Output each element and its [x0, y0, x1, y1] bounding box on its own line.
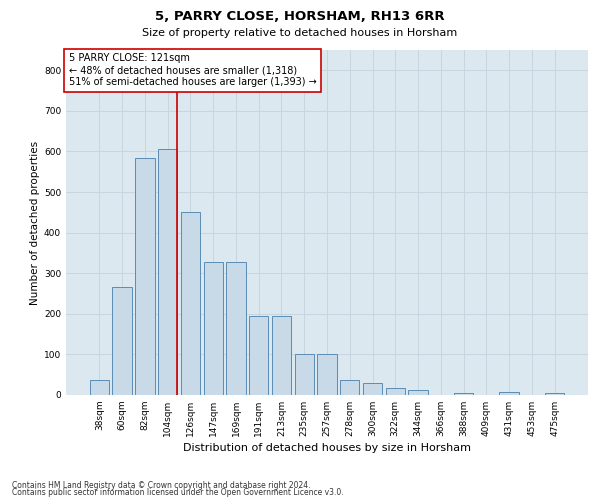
Bar	[545, 393, 564, 395]
Bar	[203, 262, 223, 395]
Bar	[409, 390, 428, 395]
Text: Size of property relative to detached houses in Horsham: Size of property relative to detached ho…	[142, 28, 458, 38]
Text: 5, PARRY CLOSE, HORSHAM, RH13 6RR: 5, PARRY CLOSE, HORSHAM, RH13 6RR	[155, 10, 445, 23]
Bar	[295, 354, 314, 395]
Bar	[317, 354, 337, 395]
Bar	[181, 212, 200, 395]
Bar	[386, 388, 405, 395]
Bar	[499, 392, 519, 395]
Bar	[112, 288, 132, 395]
Text: Contains public sector information licensed under the Open Government Licence v3: Contains public sector information licen…	[12, 488, 344, 497]
Bar	[363, 383, 382, 395]
Bar	[135, 158, 155, 395]
Text: Contains HM Land Registry data © Crown copyright and database right 2024.: Contains HM Land Registry data © Crown c…	[12, 480, 311, 490]
Bar	[90, 380, 109, 395]
Bar	[226, 262, 245, 395]
Y-axis label: Number of detached properties: Number of detached properties	[30, 140, 40, 304]
Bar	[249, 316, 268, 395]
Bar	[340, 380, 359, 395]
Bar	[454, 393, 473, 395]
Bar	[272, 316, 291, 395]
Text: 5 PARRY CLOSE: 121sqm
← 48% of detached houses are smaller (1,318)
51% of semi-d: 5 PARRY CLOSE: 121sqm ← 48% of detached …	[68, 54, 316, 86]
Bar	[158, 150, 178, 395]
X-axis label: Distribution of detached houses by size in Horsham: Distribution of detached houses by size …	[183, 443, 471, 453]
